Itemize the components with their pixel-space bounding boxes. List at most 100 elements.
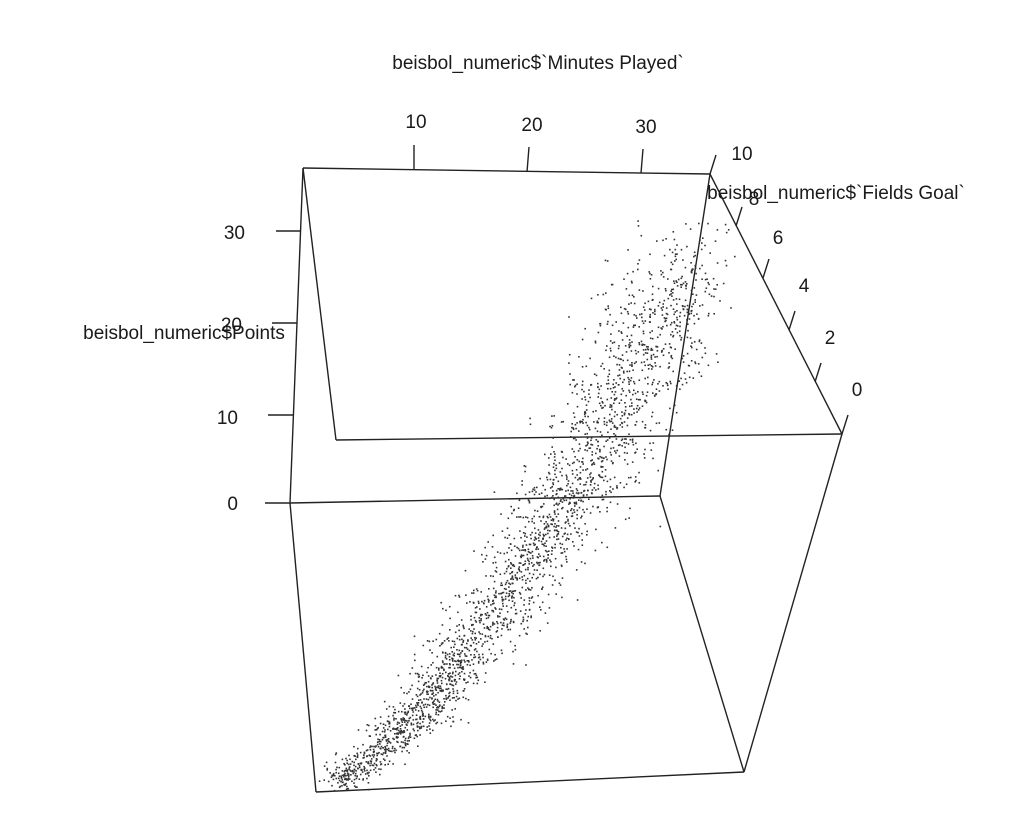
data-point xyxy=(641,320,644,322)
data-point xyxy=(441,667,444,669)
data-point xyxy=(530,537,532,540)
data-point xyxy=(414,659,416,662)
data-point xyxy=(625,288,628,290)
data-point xyxy=(410,703,412,705)
data-point xyxy=(544,488,546,491)
data-point xyxy=(725,231,728,234)
data-point xyxy=(369,760,372,762)
data-point xyxy=(536,546,538,548)
data-point xyxy=(555,502,558,505)
data-point xyxy=(558,462,561,464)
data-point xyxy=(423,688,425,691)
data-point xyxy=(572,497,575,499)
data-point xyxy=(682,282,685,285)
data-point xyxy=(388,741,391,743)
data-point xyxy=(591,463,594,465)
data-point xyxy=(483,627,486,629)
data-point xyxy=(610,350,612,352)
data-point xyxy=(525,632,527,635)
data-point xyxy=(518,634,521,637)
data-point xyxy=(346,788,348,790)
data-point xyxy=(548,607,551,609)
data-point xyxy=(539,561,541,564)
data-point xyxy=(670,356,672,358)
data-point xyxy=(509,640,512,643)
data-point xyxy=(636,448,638,450)
data-point xyxy=(473,656,475,659)
data-point xyxy=(628,517,630,519)
data-point xyxy=(579,478,582,480)
data-point xyxy=(549,478,552,481)
data-point xyxy=(612,383,614,386)
data-point xyxy=(503,552,506,555)
data-point xyxy=(654,308,656,311)
data-point xyxy=(528,520,530,523)
data-point xyxy=(451,657,453,660)
data-point xyxy=(348,774,350,776)
data-point xyxy=(686,311,689,314)
data-point xyxy=(558,502,561,505)
data-point xyxy=(522,618,525,621)
data-point xyxy=(345,775,347,777)
data-point xyxy=(631,439,634,441)
data-point xyxy=(498,615,501,618)
data-point xyxy=(589,473,591,476)
data-point xyxy=(379,773,381,776)
data-point xyxy=(653,379,655,381)
data-point xyxy=(408,736,410,738)
data-point xyxy=(535,538,538,540)
data-point xyxy=(543,503,545,505)
data-point xyxy=(586,477,589,479)
data-point xyxy=(670,304,672,307)
data-point xyxy=(524,549,526,551)
data-point xyxy=(554,469,556,472)
data-point xyxy=(607,305,609,307)
data-point xyxy=(597,386,599,389)
data-point xyxy=(655,388,658,390)
x-tick-mark xyxy=(526,146,530,173)
data-point xyxy=(626,359,629,362)
data-point xyxy=(614,527,617,529)
data-point xyxy=(443,669,445,672)
data-point xyxy=(458,629,460,632)
data-point xyxy=(454,674,457,677)
data-point xyxy=(542,543,545,546)
data-point xyxy=(396,723,399,725)
data-point xyxy=(570,494,573,497)
data-point xyxy=(565,474,568,477)
data-point xyxy=(637,220,639,222)
data-point xyxy=(478,617,481,619)
data-point xyxy=(629,344,632,347)
data-point xyxy=(368,762,370,765)
data-point xyxy=(426,671,428,674)
data-point xyxy=(325,761,328,764)
data-point xyxy=(340,777,343,779)
data-point xyxy=(635,361,637,363)
data-point xyxy=(578,430,580,432)
data-point xyxy=(610,447,612,450)
data-point xyxy=(612,488,614,490)
data-point xyxy=(724,259,727,262)
data-point xyxy=(344,772,346,775)
data-point xyxy=(612,495,615,498)
data-point xyxy=(671,251,674,254)
data-point xyxy=(584,396,586,398)
data-point xyxy=(482,661,485,664)
data-point xyxy=(453,696,455,699)
data-point xyxy=(649,363,651,366)
data-point xyxy=(437,691,439,694)
data-point xyxy=(455,699,457,702)
data-point xyxy=(668,343,671,345)
data-point xyxy=(607,379,610,381)
data-point xyxy=(339,785,342,788)
data-point xyxy=(587,400,590,403)
data-point xyxy=(467,639,469,641)
data-point xyxy=(413,729,415,732)
data-point xyxy=(473,589,475,592)
data-point xyxy=(404,743,407,746)
data-point xyxy=(474,656,477,658)
y-tick-mark xyxy=(814,362,822,383)
data-point xyxy=(668,352,670,354)
data-point xyxy=(571,482,574,485)
data-point xyxy=(580,500,582,502)
